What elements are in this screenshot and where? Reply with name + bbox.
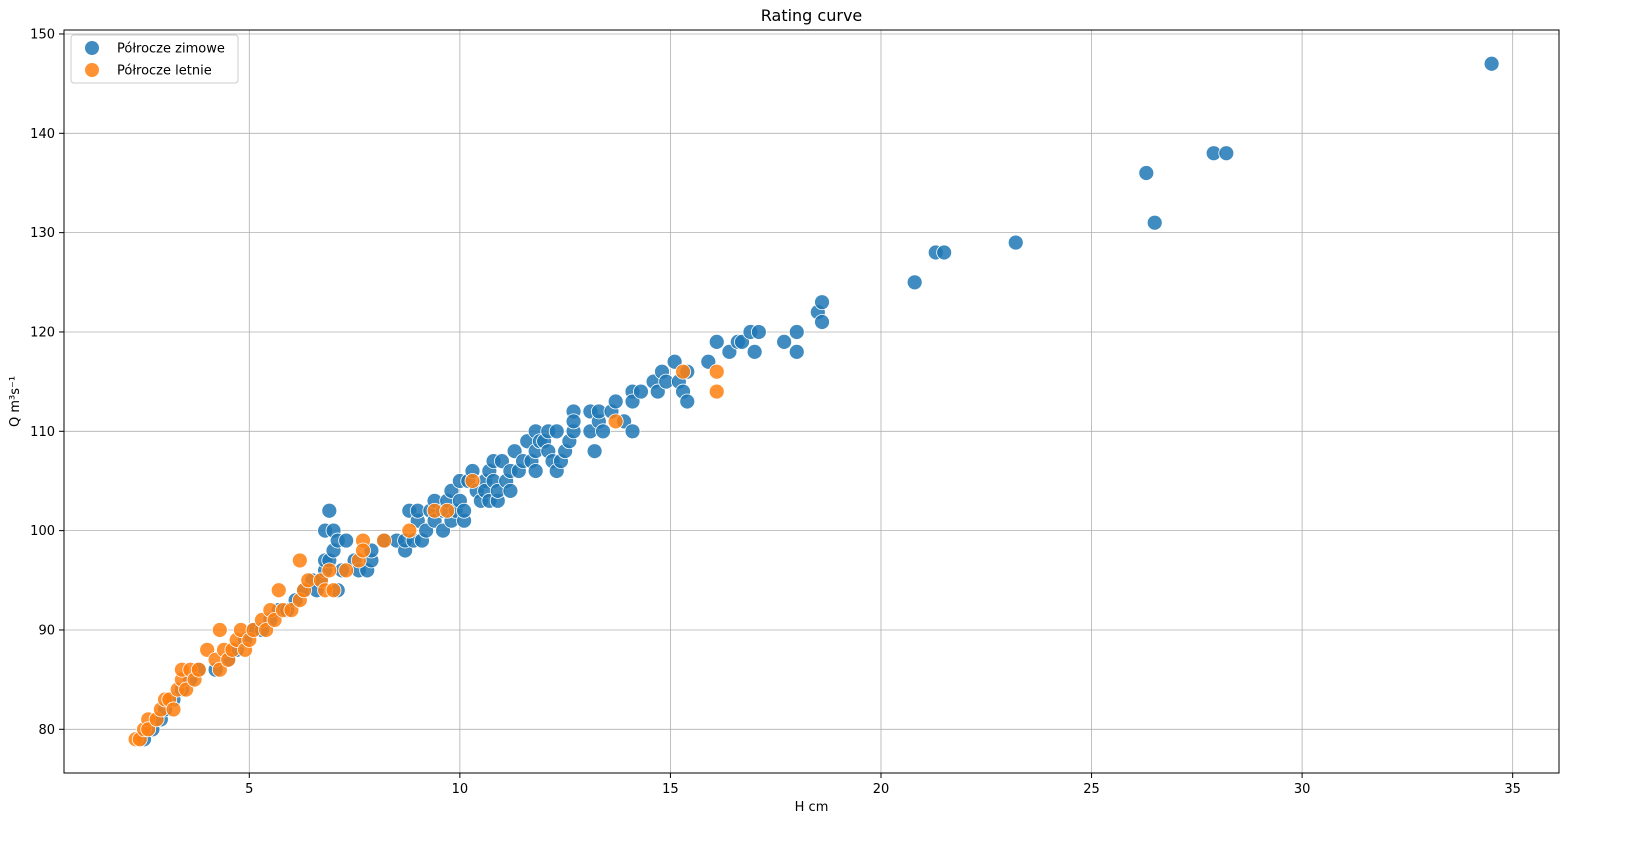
data-point — [321, 562, 338, 579]
data-point — [595, 423, 611, 440]
data-point — [464, 473, 481, 489]
legend-label-winter: Półrocze zimowe — [117, 42, 225, 57]
data-point — [321, 502, 338, 519]
series-summer — [127, 363, 725, 748]
data-point — [548, 423, 565, 440]
data-point — [338, 532, 355, 549]
data-point — [338, 562, 355, 579]
y-tick-label: 130 — [30, 226, 55, 241]
x-tick-label: 30 — [1294, 782, 1311, 797]
x-tick-label: 10 — [452, 782, 469, 797]
y-tick-label: 100 — [30, 524, 55, 539]
data-point — [270, 582, 287, 599]
data-point — [1007, 234, 1024, 251]
data-point — [165, 701, 182, 718]
data-point — [291, 552, 308, 569]
x-axis-label: H cm — [795, 800, 829, 815]
legend-label-summer: Półrocze letnie — [117, 64, 212, 79]
series-winter — [136, 55, 1500, 748]
data-point — [776, 334, 793, 350]
legend-box — [70, 34, 239, 84]
y-tick-label: 110 — [30, 425, 55, 440]
data-points — [127, 55, 1500, 748]
data-point — [708, 383, 725, 400]
data-point — [814, 314, 830, 330]
legend-marker-summer — [85, 63, 99, 77]
data-point — [708, 363, 725, 380]
data-point — [527, 463, 544, 479]
data-point — [401, 522, 418, 539]
data-point — [607, 393, 624, 410]
data-point — [607, 413, 624, 430]
data-point — [211, 622, 228, 638]
y-tick-label: 120 — [30, 325, 55, 340]
y-tick-label: 140 — [30, 127, 55, 142]
data-point — [1483, 55, 1500, 72]
data-point — [1218, 145, 1235, 162]
plot-frame — [63, 29, 1560, 774]
data-point — [675, 363, 691, 380]
data-point — [906, 274, 923, 291]
y-tick-label: 80 — [38, 723, 55, 738]
y-tick-label: 90 — [38, 623, 55, 638]
data-point — [679, 393, 696, 410]
x-tick-label: 5 — [245, 782, 253, 797]
x-tick-label: 25 — [1083, 782, 1100, 797]
data-point — [788, 324, 805, 340]
x-tick-label: 15 — [662, 782, 679, 797]
data-point — [456, 502, 472, 519]
y-tick-label: 150 — [30, 27, 55, 42]
axis-ticks: 5 10 15 20 25 30 35 80 90 100 110 120 130 140 150 — [30, 27, 1521, 797]
data-point — [633, 383, 649, 400]
data-point — [1138, 165, 1155, 181]
data-point — [502, 482, 519, 499]
legend-marker-winter — [85, 41, 99, 55]
data-point — [325, 582, 342, 599]
data-point — [750, 324, 767, 340]
data-point — [624, 423, 641, 440]
chart-title: Rating curve — [761, 6, 863, 25]
data-point — [565, 413, 582, 430]
data-point — [586, 443, 603, 460]
legend: Półrocze zimowe Półrocze letnie — [70, 34, 239, 84]
data-point — [936, 244, 953, 261]
x-tick-label: 35 — [1504, 782, 1521, 797]
x-tick-label: 20 — [873, 782, 890, 797]
grid-lines — [64, 30, 1559, 773]
data-point — [746, 343, 763, 360]
data-point — [708, 334, 725, 350]
data-point — [814, 294, 830, 311]
data-point — [376, 532, 392, 549]
data-point — [788, 343, 805, 360]
data-point — [355, 542, 371, 559]
data-point — [1146, 214, 1163, 231]
y-axis-label: Q m³s⁻¹ — [8, 376, 23, 427]
data-point — [439, 502, 456, 519]
data-point — [190, 661, 207, 678]
